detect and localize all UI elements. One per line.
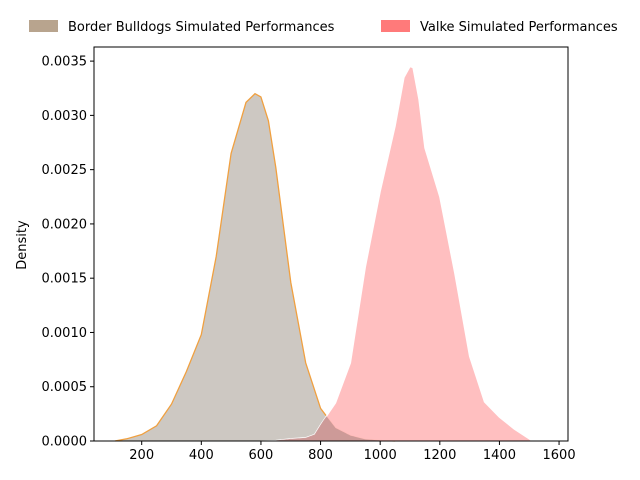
x-tick-label: 400 [189, 448, 214, 463]
x-tick-label: 1400 [483, 448, 516, 463]
y-tick-label: 0.0030 [42, 109, 88, 124]
density-area-0 [114, 93, 396, 441]
x-tick-label: 800 [308, 448, 333, 463]
y-tick-label: 0.0000 [42, 435, 88, 450]
legend-label-border-bulldogs: Border Bulldogs Simulated Performances [68, 20, 335, 35]
x-tick-label: 200 [129, 448, 154, 463]
legend-swatch-border-bulldogs [29, 20, 58, 32]
x-tick-label: 1000 [364, 448, 397, 463]
density-overlap [260, 416, 396, 441]
x-tick-label: 1600 [543, 448, 576, 463]
y-tick-label: 0.0035 [42, 55, 88, 70]
y-tick-label: 0.0015 [42, 272, 88, 287]
legend: Border Bulldogs Simulated Performances V… [29, 20, 618, 35]
x-tick-label: 600 [249, 448, 274, 463]
plot-frame [93, 46, 569, 442]
density-area-1 [260, 66, 533, 441]
y-axis-title: Density [15, 220, 30, 270]
plot-area: 200 400 600 800 1000 1200 1400 1600 0.0000 0.0005… [42, 46, 576, 463]
y-tick-label: 0.0010 [42, 326, 88, 341]
x-tick-label: 1200 [423, 448, 456, 463]
y-tick-label: 0.0025 [42, 163, 88, 178]
legend-swatch-valke [381, 20, 410, 32]
y-tick-label: 0.0020 [42, 217, 88, 232]
y-tick-label: 0.0005 [42, 380, 88, 395]
legend-label-valke: Valke Simulated Performances [420, 20, 618, 35]
